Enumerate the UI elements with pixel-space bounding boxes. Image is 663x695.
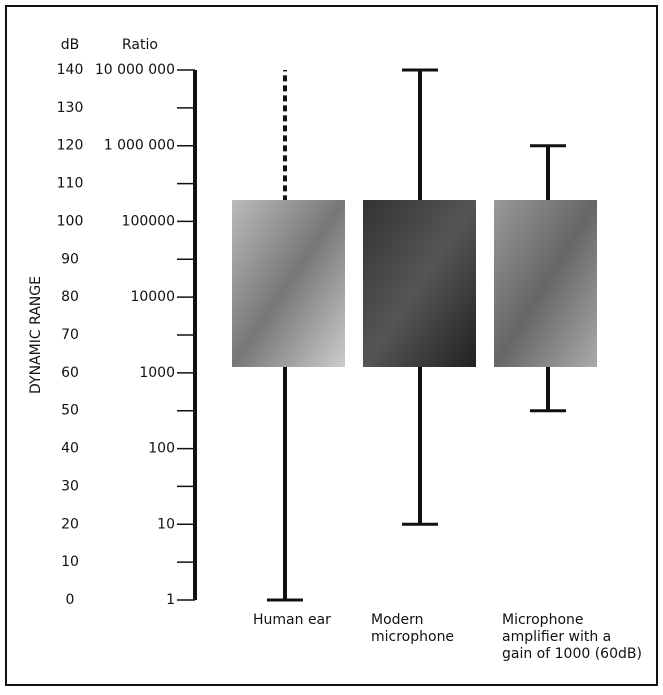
- y2-tick-label: 1 000 000: [104, 138, 175, 154]
- category-label: microphone: [371, 629, 454, 645]
- y2-tick-label: 10: [157, 516, 175, 532]
- y2-tick-label: 100000: [122, 213, 175, 229]
- y-tick-label: 10: [61, 554, 79, 570]
- y-tick-label: 60: [61, 365, 79, 381]
- y2-tick-label: 10 000 000: [95, 62, 175, 78]
- y2-tick-label: 100: [148, 441, 175, 457]
- y-tick-label: 70: [61, 327, 79, 343]
- y-tick-label: 50: [61, 403, 79, 419]
- y-tick-label: 80: [61, 289, 79, 305]
- y-tick-label: 140: [57, 62, 84, 78]
- photo: [363, 200, 476, 367]
- y-axis-title: dB: [61, 37, 80, 53]
- category-label: gain of 1000 (60dB): [502, 646, 642, 662]
- category-label: Microphone: [502, 612, 584, 628]
- chart: dB Ratio DYNAMIC RANGE 0 10 20 30 40 50 60 70 80…: [0, 0, 663, 691]
- y2-tick-label: 1000: [139, 365, 175, 381]
- y-tick-label: 130: [57, 100, 84, 116]
- y-tick-label: 120: [57, 138, 84, 154]
- category-label: Human ear: [253, 612, 331, 628]
- y-tick-label: 0: [66, 592, 75, 608]
- y-tick-label: 20: [61, 516, 79, 532]
- y-tick-label: 100: [57, 213, 84, 229]
- category-label: amplifier with a: [502, 629, 611, 645]
- y2-tick-label: 1: [166, 592, 175, 608]
- y-tick-label: 40: [61, 441, 79, 457]
- y2-axis-title: Ratio: [122, 37, 158, 53]
- y-tick-label: 110: [57, 176, 84, 192]
- y-tick-label: 30: [61, 478, 79, 494]
- photo: [232, 200, 345, 367]
- category-label: Modern: [371, 612, 424, 628]
- y2-tick-label: 10000: [130, 289, 175, 305]
- photo: [494, 200, 597, 367]
- y-tick-label: 90: [61, 251, 79, 267]
- y-axis-label: DYNAMIC RANGE: [28, 276, 44, 394]
